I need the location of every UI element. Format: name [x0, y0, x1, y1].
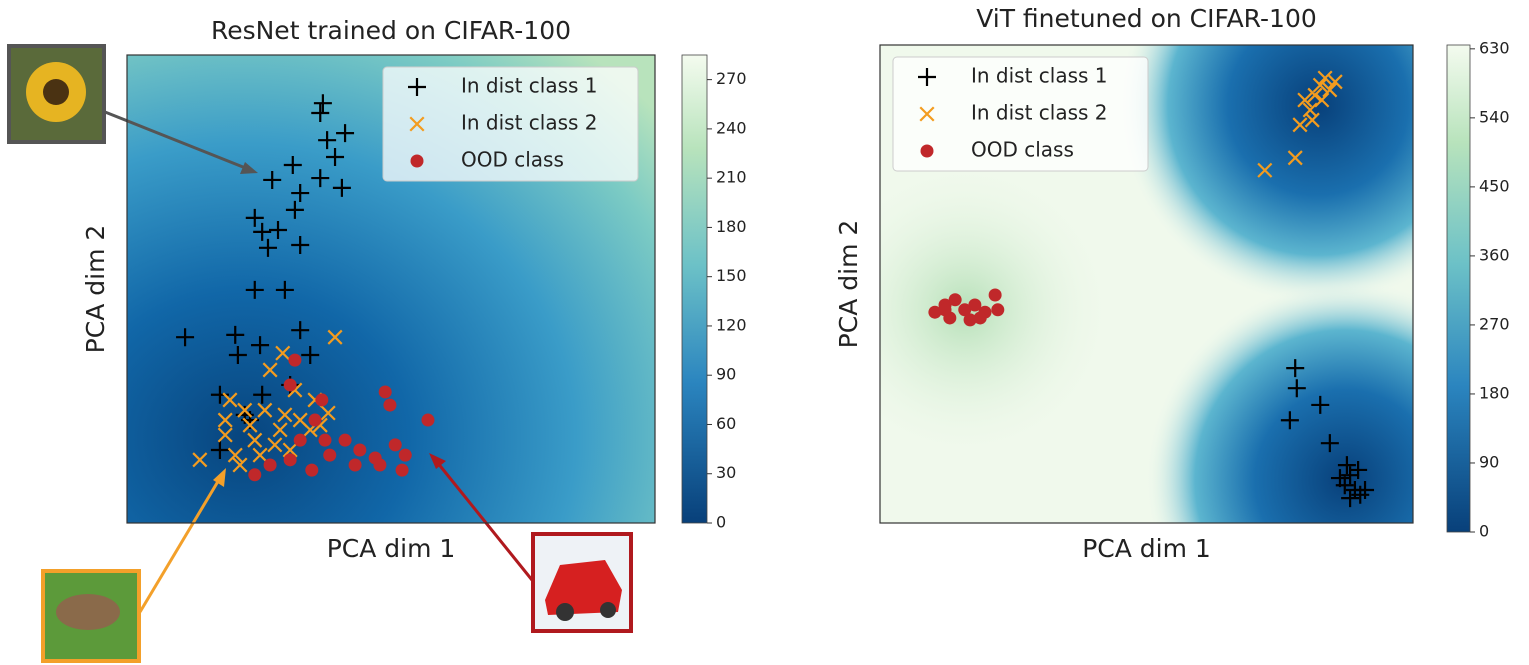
- thumbnail-sunflower: [9, 46, 104, 142]
- point: [308, 414, 321, 427]
- point: [383, 399, 396, 412]
- legend-marker: [411, 155, 424, 168]
- chart-title: ResNet trained on CIFAR-100: [211, 16, 571, 45]
- point: [315, 393, 328, 406]
- point: [284, 378, 297, 391]
- colorbar-tick-label: 120: [716, 315, 747, 334]
- colorbar-tick-label: 90: [716, 365, 736, 384]
- point: [339, 434, 352, 447]
- y-axis-label: PCA dim 2: [81, 225, 110, 354]
- point: [305, 464, 318, 477]
- colorbar-tick-label: 630: [1479, 38, 1510, 57]
- colorbar-tick-label: 540: [1479, 107, 1510, 126]
- point: [319, 434, 332, 447]
- point: [974, 311, 987, 324]
- chart-title: ViT finetuned on CIFAR-100: [976, 4, 1317, 33]
- point: [284, 453, 297, 466]
- thumbnail-turtle: [43, 571, 139, 661]
- point: [323, 449, 336, 462]
- point: [949, 293, 962, 306]
- figure: ResNet trained on CIFAR-100 PCA dim 1 PCA …: [0, 0, 1529, 665]
- point: [373, 458, 386, 471]
- point: [396, 464, 409, 477]
- colorbar-tick-label: 210: [716, 168, 747, 187]
- colorbar-tick-label: 150: [716, 266, 747, 285]
- point: [248, 468, 261, 481]
- colorbar-tick-label: 0: [1479, 522, 1489, 541]
- point: [991, 303, 1004, 316]
- y-axis-label: PCA dim 2: [834, 220, 863, 349]
- colorbar-tick-label: 270: [1479, 314, 1510, 333]
- colorbar: [682, 55, 707, 523]
- legend-label: In dist class 1: [461, 74, 598, 98]
- legend-label: In dist class 2: [461, 111, 598, 135]
- legend-label: In dist class 2: [971, 101, 1108, 125]
- point: [399, 449, 412, 462]
- colorbar-tick-label: 60: [716, 414, 736, 433]
- legend-label: In dist class 1: [971, 64, 1108, 88]
- point: [389, 438, 402, 451]
- colorbar-tick-label: 0: [716, 513, 726, 532]
- legend-label: OOD class: [971, 138, 1074, 162]
- colorbar-tick-label: 270: [716, 69, 747, 88]
- colorbar-tick-label: 240: [716, 118, 747, 137]
- x-axis-label: PCA dim 1: [1082, 534, 1211, 563]
- x-axis-label: PCA dim 1: [327, 534, 456, 563]
- legend-label: OOD class: [461, 148, 564, 172]
- point: [939, 303, 952, 316]
- thumbnail-car: [533, 534, 631, 631]
- point: [264, 458, 277, 471]
- point: [379, 385, 392, 398]
- colorbar-tick-label: 180: [716, 217, 747, 236]
- colorbar-tick-label: 450: [1479, 176, 1510, 195]
- colorbar: [1447, 45, 1470, 532]
- colorbar-tick-label: 30: [716, 463, 736, 482]
- colorbar-tick-label: 90: [1479, 452, 1499, 471]
- legend-marker: [921, 145, 934, 158]
- point: [288, 354, 301, 367]
- point: [353, 443, 366, 456]
- colorbar-tick-label: 180: [1479, 383, 1510, 402]
- point: [421, 414, 434, 427]
- colorbar-tick-label: 360: [1479, 245, 1510, 264]
- point: [349, 458, 362, 471]
- point: [294, 434, 307, 447]
- point: [989, 288, 1002, 301]
